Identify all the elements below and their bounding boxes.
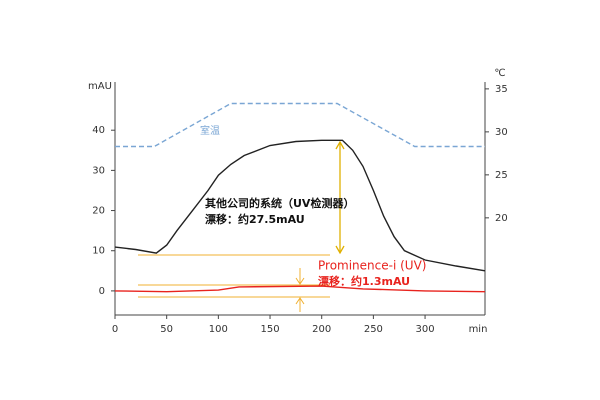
- y-tick-label: 40: [92, 125, 105, 136]
- y2-axis-label: ℃: [494, 68, 505, 79]
- x-tick-label: 200: [312, 324, 331, 335]
- x-tick-label: 150: [260, 324, 279, 335]
- y2-tick-label: 30: [495, 127, 508, 138]
- y-tick-label: 30: [92, 165, 105, 176]
- reference-lines: [138, 254, 330, 312]
- frame: [114, 82, 486, 316]
- annotation: 室温: [200, 124, 220, 137]
- drift-arrow: [335, 140, 345, 255]
- y-tick-label: 10: [92, 246, 105, 257]
- x-axis-label: min: [469, 324, 488, 335]
- annotation: 漂移：约27.5mAU: [205, 212, 305, 226]
- x-tick-label: 300: [416, 324, 435, 335]
- orange-arrowhead: [295, 297, 305, 305]
- series-line: [114, 285, 486, 293]
- y-axis-label: mAU: [88, 81, 112, 92]
- arrowhead: [335, 140, 345, 150]
- y2-tick-label: 25: [495, 170, 508, 181]
- annotation: 其他公司的系统（UV检测器）: [205, 196, 354, 210]
- x-tick-label: 100: [209, 324, 228, 335]
- y2-tick-label: 20: [495, 213, 508, 224]
- orange-arrowhead: [295, 277, 305, 285]
- series-line: [115, 102, 485, 148]
- annotation: 漂移：约1.3mAU: [318, 274, 410, 288]
- y2-tick-label: 35: [495, 84, 508, 95]
- x-tick-label: 250: [364, 324, 383, 335]
- y-tick-label: 20: [92, 206, 105, 217]
- x-tick-label: 50: [160, 324, 173, 335]
- arrowhead: [335, 245, 345, 255]
- x-tick-label: 0: [112, 324, 118, 335]
- y-tick-label: 0: [99, 286, 105, 297]
- series-line: [114, 139, 486, 272]
- annotation: Prominence-i (UV): [318, 259, 426, 273]
